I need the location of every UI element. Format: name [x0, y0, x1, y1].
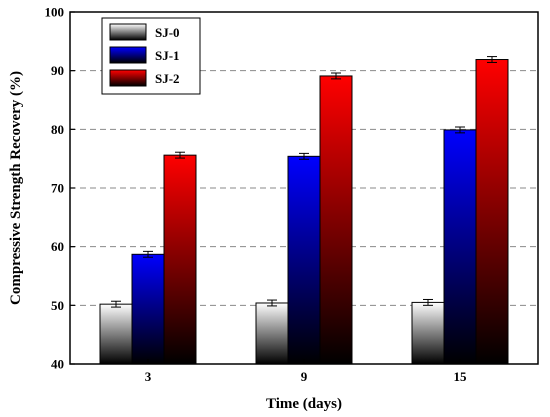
legend-swatch-sj-2 [109, 69, 147, 87]
x-axis-title: Time (days) [266, 396, 342, 412]
bar-sj-0-day-3 [99, 303, 133, 365]
y-tick-label: 90 [51, 63, 64, 78]
y-tick-label: 60 [51, 239, 64, 254]
bar-sj-1-day-9 [287, 155, 321, 365]
legend-swatch-sj-0 [109, 23, 147, 41]
x-tick-label: 15 [454, 369, 468, 384]
bar-sj-2-day-9 [319, 75, 353, 365]
x-axis: 3 9 15 [145, 359, 467, 384]
y-tick-label: 70 [51, 181, 64, 196]
x-tick-label: 3 [145, 369, 152, 384]
legend-label-sj-0: SJ-0 [155, 25, 180, 40]
y-axis: 40 50 60 70 80 90 100 [45, 5, 75, 372]
y-tick-label: 100 [45, 5, 65, 20]
y-axis-title: Compressive Strength Recovery (%) [8, 71, 24, 305]
legend-label-sj-2: SJ-2 [155, 71, 180, 86]
y-tick-label: 40 [51, 357, 64, 372]
y-tick-label: 80 [51, 122, 64, 137]
bars [99, 56, 509, 365]
x-tick-label: 9 [301, 369, 308, 384]
legend-swatch-sj-1 [109, 46, 147, 64]
bar-sj-2-day-15 [475, 59, 509, 365]
bar-sj-0-day-9 [255, 302, 289, 365]
bar-sj-0-day-15 [411, 301, 445, 365]
bar-sj-2-day-3 [163, 154, 197, 365]
bar-sj-1-day-15 [443, 129, 477, 365]
legend: SJ-0 SJ-1 SJ-2 [101, 17, 201, 95]
legend-label-sj-1: SJ-1 [155, 48, 180, 63]
bar-sj-1-day-3 [131, 253, 165, 365]
y-tick-label: 50 [51, 298, 64, 313]
